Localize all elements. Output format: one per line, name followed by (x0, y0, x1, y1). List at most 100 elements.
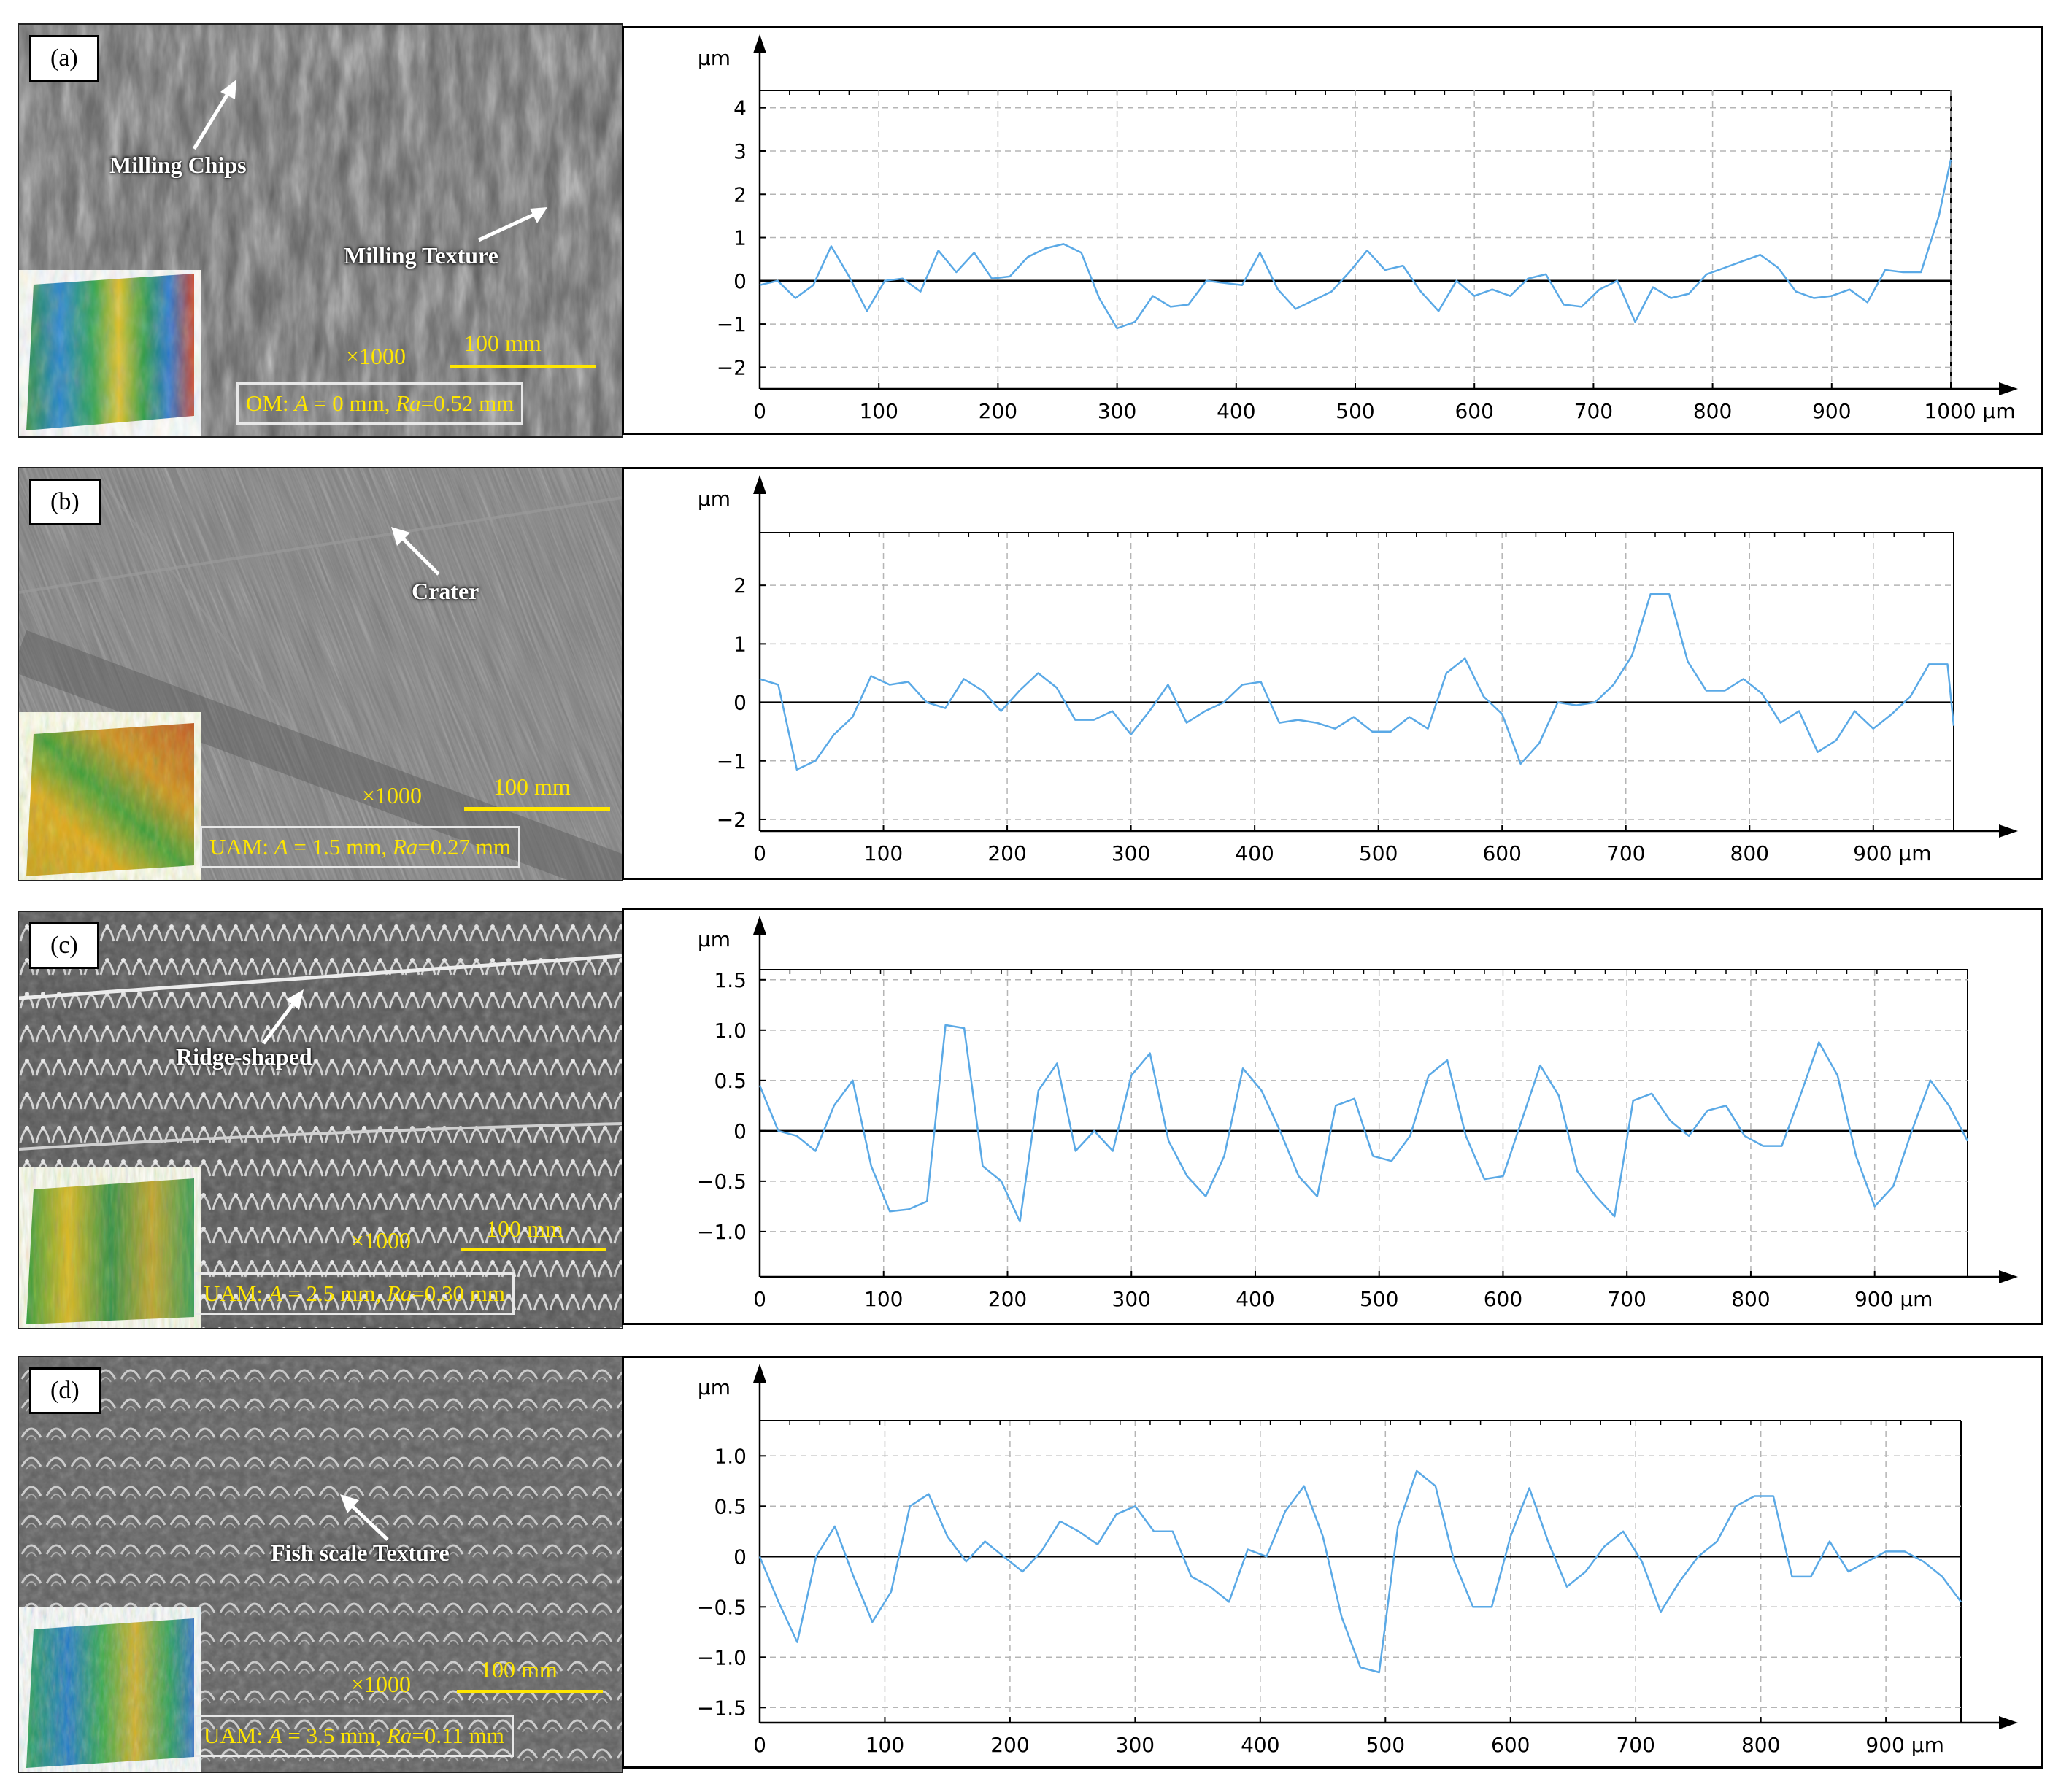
arrow-icon (477, 207, 547, 242)
profile-chart-b: µm 0 100 200 300 400 500 600 700 800 900 µm −2 −1 0 1 2 (698, 475, 2018, 865)
parameter-box-d: UAM: A = 3.5 mm, Ra=0.11 mm (194, 1715, 514, 1757)
x-tick-label: 1000 µm (1924, 399, 2015, 423)
y-tick-label: 0 (733, 1545, 747, 1569)
scale-bar (450, 365, 596, 368)
x-tick-label: 300 (1098, 399, 1136, 423)
magnification-label: ×1000 (362, 782, 423, 808)
x-tick-label: 600 (1482, 841, 1521, 865)
scale-bar (457, 1690, 603, 1693)
x-tick-label: 0 (753, 1287, 766, 1311)
profile-series-line (759, 159, 1952, 330)
arrow-icon (391, 527, 440, 576)
arrow-icon (192, 80, 236, 150)
annotation-milling-chips: Milling Chips (109, 152, 247, 178)
profile-chart-d: µm 0 100 200 300 400 500 600 700 800 900 µm −1.5 −1.… (697, 1364, 2018, 1757)
sem-image-a: (a) Milling Chips Milling Texture ×1000 … (18, 23, 623, 438)
scale-bar-label: 100 mm (493, 773, 571, 800)
profile-series-line (758, 1024, 1969, 1223)
x-tick-label: 900 µm (1865, 1733, 1943, 1757)
panel-label-d: (d) (29, 1367, 101, 1414)
y-tick-label: 1.0 (714, 1444, 747, 1468)
x-tick-label: 500 (1366, 1733, 1405, 1757)
scale-bar (464, 807, 610, 811)
3d-topography-inset-d (19, 1607, 201, 1772)
sem-surface-c (19, 912, 622, 1328)
x-axis-arrow-icon (1999, 382, 2018, 395)
y-tick-label: 1 (733, 632, 747, 656)
param-a: 2.5 mm (306, 1281, 376, 1306)
3d-topography-inset-a (19, 270, 201, 436)
panel-label-a: (a) (29, 35, 99, 82)
x-tick-label: 400 (1217, 399, 1255, 423)
sem-image-c: (c) Ridge-shaped ×1000 100 mm UAM: A = 2… (18, 911, 623, 1329)
x-tick-label: 400 (1235, 841, 1274, 865)
y-axis-unit-label: µm (698, 46, 731, 70)
y-tick-label: −0.5 (697, 1170, 747, 1194)
scale-bar (461, 1248, 606, 1251)
x-tick-label: 600 (1484, 1287, 1522, 1311)
param-method: UAM (204, 1723, 257, 1748)
arrow-icon (262, 989, 304, 1045)
param-ra: 0.11 mm (424, 1723, 504, 1748)
sem-image-d: (d) Fish scale Texture ×1000 100 mm UAM:… (18, 1356, 623, 1773)
param-method: UAM (209, 834, 263, 860)
y-tick-label: −0.5 (697, 1595, 747, 1619)
x-axis-arrow-icon (1999, 1270, 2018, 1283)
param-a: 1.5 mm (312, 834, 382, 860)
y-tick-label: −1.5 (697, 1696, 747, 1720)
annotation-crater: Crater (412, 578, 479, 604)
x-tick-label: 200 (987, 841, 1026, 865)
x-tick-label: 100 (864, 1287, 903, 1311)
x-tick-label: 400 (1241, 1733, 1279, 1757)
y-tick-label: 4 (733, 96, 747, 120)
annotation-milling-texture: Milling Texture (344, 242, 498, 269)
x-tick-label: 300 (1116, 1733, 1155, 1757)
x-tick-label: 200 (990, 1733, 1029, 1757)
x-tick-label: 600 (1455, 399, 1493, 423)
x-tick-label: 500 (1360, 1287, 1398, 1311)
annotation-fish-scale-texture: Fish scale Texture (271, 1540, 450, 1566)
x-tick-label: 300 (1112, 1287, 1151, 1311)
x-tick-label: 600 (1491, 1733, 1530, 1757)
x-tick-label: 300 (1112, 841, 1150, 865)
x-tick-label: 500 (1359, 841, 1398, 865)
x-tick-label: 700 (1616, 1733, 1654, 1757)
x-tick-label: 800 (1693, 399, 1732, 423)
parameter-box-c: UAM: A = 2.5 mm, Ra=0.30 mm (194, 1272, 515, 1315)
profile-chart-frame-b: µm 0 100 200 300 400 500 600 700 800 900 µm −2 −1 0 1 2 (622, 467, 2043, 880)
x-tick-label: 100 (866, 1733, 904, 1757)
magnification-label: ×1000 (351, 1227, 412, 1254)
y-tick-label: 0 (733, 1119, 747, 1143)
profile-chart-c: µm 0 100 200 300 400 500 600 700 800 900 µm −1.0 −0.… (697, 916, 2018, 1311)
x-tick-label: 0 (753, 1733, 766, 1757)
y-tick-label: −2 (717, 808, 747, 832)
sem-image-b: (b) Crater ×1000 100 mm UAM: A = 1.5 mm,… (18, 467, 623, 881)
y-tick-label: −1.0 (697, 1220, 747, 1244)
parameter-box-b: UAM: A = 1.5 mm, Ra=0.27 mm (200, 826, 521, 868)
y-tick-label: −1 (717, 749, 747, 773)
profile-chart-a: µm 0 100 200 300 400 500 600 700 800 900 1000 µm −2 −… (698, 34, 2018, 423)
param-a: 3.5 mm (306, 1723, 376, 1748)
y-tick-label: 1.5 (714, 968, 747, 992)
x-tick-label: 900 µm (1853, 841, 1931, 865)
parameter-box-a: OM: A = 0 mm, Ra=0.52 mm (236, 382, 524, 425)
x-tick-label: 800 (1731, 1287, 1770, 1311)
x-tick-label: 100 (864, 841, 903, 865)
y-tick-label: −2 (717, 355, 747, 379)
x-tick-label: 200 (988, 1287, 1027, 1311)
y-axis-arrow-icon (753, 34, 766, 53)
x-tick-label: 0 (753, 841, 766, 865)
magnification-label: ×1000 (346, 343, 407, 369)
profile-chart-frame-a: µm 0 100 200 300 400 500 600 700 800 900 1000 µm −2 −… (622, 26, 2043, 435)
y-tick-label: 0 (733, 269, 747, 293)
profile-chart-frame-d: µm 0 100 200 300 400 500 600 700 800 900 µm −1.5 −1.… (622, 1356, 2043, 1769)
y-axis-arrow-icon (753, 475, 766, 494)
scale-bar-label: 100 mm (486, 1216, 563, 1242)
x-tick-label: 100 (859, 399, 898, 423)
x-axis-arrow-icon (1999, 1716, 2018, 1729)
x-tick-label: 700 (1607, 1287, 1646, 1311)
y-tick-label: 3 (733, 139, 747, 163)
param-a: 0 mm (332, 390, 385, 416)
panel-label-c: (c) (29, 922, 99, 969)
y-axis-unit-label: µm (698, 927, 731, 951)
